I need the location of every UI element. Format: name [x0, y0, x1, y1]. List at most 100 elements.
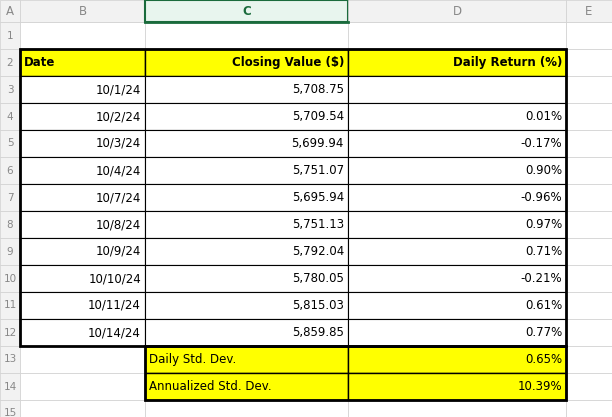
- Bar: [145, 0, 348, 22]
- Bar: [20, 49, 145, 76]
- Text: 14: 14: [4, 382, 17, 392]
- Bar: [0, 0, 20, 22]
- Text: 0.97%: 0.97%: [524, 218, 562, 231]
- Bar: [348, 0, 566, 22]
- Bar: [20, 0, 145, 22]
- Bar: [348, 373, 566, 400]
- Bar: [348, 319, 566, 346]
- Bar: [0, 22, 20, 49]
- Text: 6: 6: [7, 166, 13, 176]
- Bar: [20, 346, 145, 373]
- Bar: [20, 103, 145, 130]
- Text: 0.71%: 0.71%: [524, 245, 562, 258]
- Text: 10/1/24: 10/1/24: [95, 83, 141, 96]
- Bar: [145, 265, 348, 292]
- Bar: [348, 292, 566, 319]
- Bar: [20, 319, 145, 346]
- Bar: [566, 130, 612, 157]
- Bar: [20, 373, 145, 400]
- Bar: [20, 184, 145, 211]
- Text: B: B: [78, 5, 86, 18]
- Bar: [348, 157, 566, 184]
- Text: 10: 10: [4, 274, 17, 284]
- Bar: [566, 373, 612, 400]
- Text: 5,699.94: 5,699.94: [292, 137, 344, 150]
- Bar: [566, 0, 612, 22]
- Text: C: C: [242, 5, 251, 18]
- Bar: [145, 238, 348, 265]
- Bar: [566, 346, 612, 373]
- Bar: [20, 373, 145, 400]
- Bar: [20, 400, 145, 417]
- Bar: [0, 130, 20, 157]
- Bar: [0, 157, 20, 184]
- Bar: [566, 211, 612, 238]
- Bar: [145, 292, 348, 319]
- Bar: [20, 292, 145, 319]
- Bar: [20, 319, 145, 346]
- Bar: [20, 157, 145, 184]
- Bar: [566, 184, 612, 211]
- Bar: [0, 49, 20, 76]
- Text: 5,859.85: 5,859.85: [292, 326, 344, 339]
- Bar: [145, 49, 348, 76]
- Text: 8: 8: [7, 219, 13, 229]
- Bar: [20, 292, 145, 319]
- Bar: [348, 130, 566, 157]
- Bar: [145, 184, 348, 211]
- Text: 5,780.05: 5,780.05: [292, 272, 344, 285]
- Bar: [348, 346, 566, 373]
- Bar: [145, 346, 348, 373]
- Bar: [145, 346, 566, 400]
- Bar: [348, 319, 566, 346]
- Bar: [0, 373, 20, 400]
- Text: Date: Date: [24, 56, 55, 69]
- Bar: [348, 346, 566, 373]
- Text: 5,709.54: 5,709.54: [292, 110, 344, 123]
- Bar: [20, 22, 145, 49]
- Bar: [145, 22, 348, 49]
- Bar: [145, 211, 348, 238]
- Bar: [20, 103, 145, 130]
- Bar: [145, 184, 348, 211]
- Text: 0.90%: 0.90%: [525, 164, 562, 177]
- Text: 10.39%: 10.39%: [517, 380, 562, 393]
- Bar: [348, 184, 566, 211]
- Text: 15: 15: [4, 409, 17, 417]
- Bar: [145, 373, 348, 400]
- Bar: [20, 211, 145, 238]
- Bar: [20, 157, 145, 184]
- Bar: [566, 22, 612, 49]
- Bar: [0, 265, 20, 292]
- Text: 13: 13: [4, 354, 17, 364]
- Bar: [0, 292, 20, 319]
- Text: 5,751.13: 5,751.13: [292, 218, 344, 231]
- Bar: [20, 49, 145, 76]
- Bar: [20, 265, 145, 292]
- Bar: [145, 373, 348, 400]
- Text: 5,695.94: 5,695.94: [292, 191, 344, 204]
- Bar: [348, 238, 566, 265]
- Bar: [145, 265, 348, 292]
- Bar: [20, 184, 145, 211]
- Text: 10/9/24: 10/9/24: [95, 245, 141, 258]
- Text: 0.77%: 0.77%: [524, 326, 562, 339]
- Text: 10/7/24: 10/7/24: [95, 191, 141, 204]
- Text: 5,792.04: 5,792.04: [292, 245, 344, 258]
- Text: 10/4/24: 10/4/24: [95, 164, 141, 177]
- Bar: [348, 22, 566, 49]
- Text: Daily Return (%): Daily Return (%): [453, 56, 562, 69]
- Bar: [0, 211, 20, 238]
- Bar: [348, 400, 566, 417]
- Bar: [348, 265, 566, 292]
- Bar: [145, 292, 348, 319]
- Bar: [0, 184, 20, 211]
- Text: 0.65%: 0.65%: [525, 353, 562, 366]
- Text: 5,815.03: 5,815.03: [292, 299, 344, 312]
- Bar: [20, 130, 145, 157]
- Text: 10/8/24: 10/8/24: [95, 218, 141, 231]
- Text: 5: 5: [7, 138, 13, 148]
- Bar: [0, 319, 20, 346]
- Bar: [145, 76, 348, 103]
- Bar: [20, 130, 145, 157]
